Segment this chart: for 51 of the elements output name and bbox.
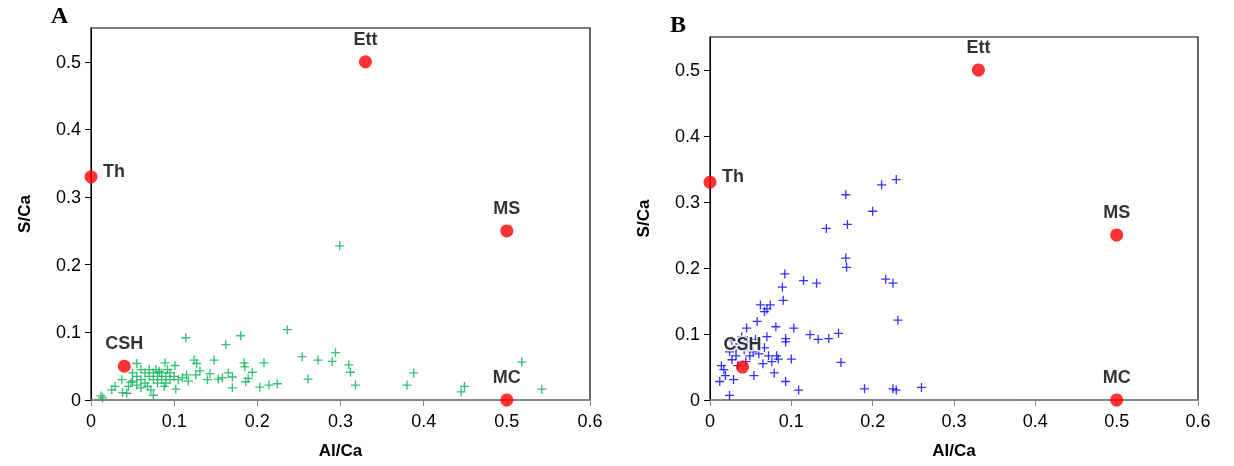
y-tick-label: 0.4 [674,126,700,146]
y-tick-label: 0 [689,390,700,410]
x-tick-label: 0.6 [1185,411,1211,431]
x-tick-label: 0.2 [244,411,270,431]
annotation: Th [722,166,744,187]
y-tick-label: 0.4 [55,119,81,140]
x-tick-label: 0 [704,411,716,431]
point [736,360,750,374]
x-tick-label: 0.5 [1104,411,1130,431]
chart-title: A [51,2,69,28]
point [971,63,985,77]
x-axis-title: Al/Ca [932,441,977,460]
y-tick-label: 0.5 [674,60,700,80]
y-tick-label: 0.1 [674,324,700,344]
x-axis-title: Al/Ca [318,441,363,460]
annotation: MC [1102,367,1131,387]
annotation: Ett [353,28,378,49]
x-tick-label: 0.5 [494,411,520,431]
point [1110,228,1124,242]
y-axis-title: S/Ca [634,199,653,238]
x-tick-label: 0.1 [161,411,187,431]
y-axis-title: S/Ca [15,194,34,233]
chart-title: B [670,11,687,37]
y-tick-label: 0.5 [55,51,81,72]
point [500,224,514,238]
x-tick-label: 0.3 [327,411,354,431]
y-tick-label: 0.2 [674,258,700,278]
y-tick-label: 0 [70,390,81,410]
x-tick-label: 0 [85,411,97,431]
x-tick-label: 0.2 [860,411,886,431]
y-tick-label: 0.2 [55,254,81,275]
y-tick-label: 0.3 [55,187,81,208]
x-tick-label: 0.3 [941,411,967,431]
point [117,359,131,373]
point [358,55,372,69]
x-tick-label: 0.4 [411,411,437,431]
annotation: MS [493,197,521,218]
annotation: Th [103,160,125,181]
annotation: MC [492,367,521,387]
x-tick-label: 0.4 [1022,411,1048,431]
point [500,393,514,407]
point [703,175,717,189]
y-tick-label: 0.3 [674,192,700,212]
annotation: MS [1103,202,1131,222]
point [84,170,98,184]
x-tick-label: 0.1 [778,411,804,431]
annotation: Ett [966,37,991,57]
y-tick-label: 0.1 [55,322,81,343]
x-tick-label: 0.6 [577,411,603,431]
point [1110,393,1124,407]
annotation: CSH [105,333,144,354]
